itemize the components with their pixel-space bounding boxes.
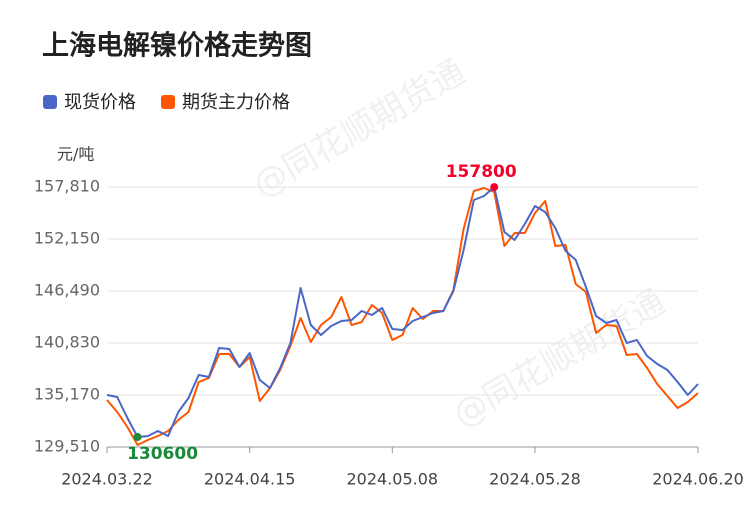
min-marker [133,432,142,441]
x-tick-label: 2024.05.08 [347,470,439,489]
watermark: @同花顺期货通 [446,282,672,436]
y-tick-label: 152,150 [34,229,100,248]
watermark: @同花顺期货通 [246,52,472,206]
x-tick-label: 2024.06.20 [652,470,744,489]
max-label: 157800 [446,162,517,182]
y-tick-label: 146,490 [34,281,100,300]
min-label: 130600 [127,444,198,464]
legend-label: 期货主力价格 [182,92,290,113]
y-tick-label: 129,510 [34,437,100,456]
legend-swatch [161,95,175,109]
legend-swatch [43,95,57,109]
y-tick-label: 135,170 [34,385,100,404]
y-tick-label: 140,830 [34,333,100,352]
y-axis-label: 元/吨 [57,145,94,164]
y-tick-label: 157,810 [34,177,100,196]
line-series [106,186,699,438]
max-marker [490,183,499,192]
line-series [106,187,699,446]
x-tick-label: 2024.03.22 [61,470,153,489]
chart-title: 上海电解镍价格走势图 [42,31,312,62]
legend-label: 现货价格 [64,92,136,113]
x-tick-label: 2024.04.15 [204,470,296,489]
x-tick-label: 2024.05.28 [489,470,581,489]
